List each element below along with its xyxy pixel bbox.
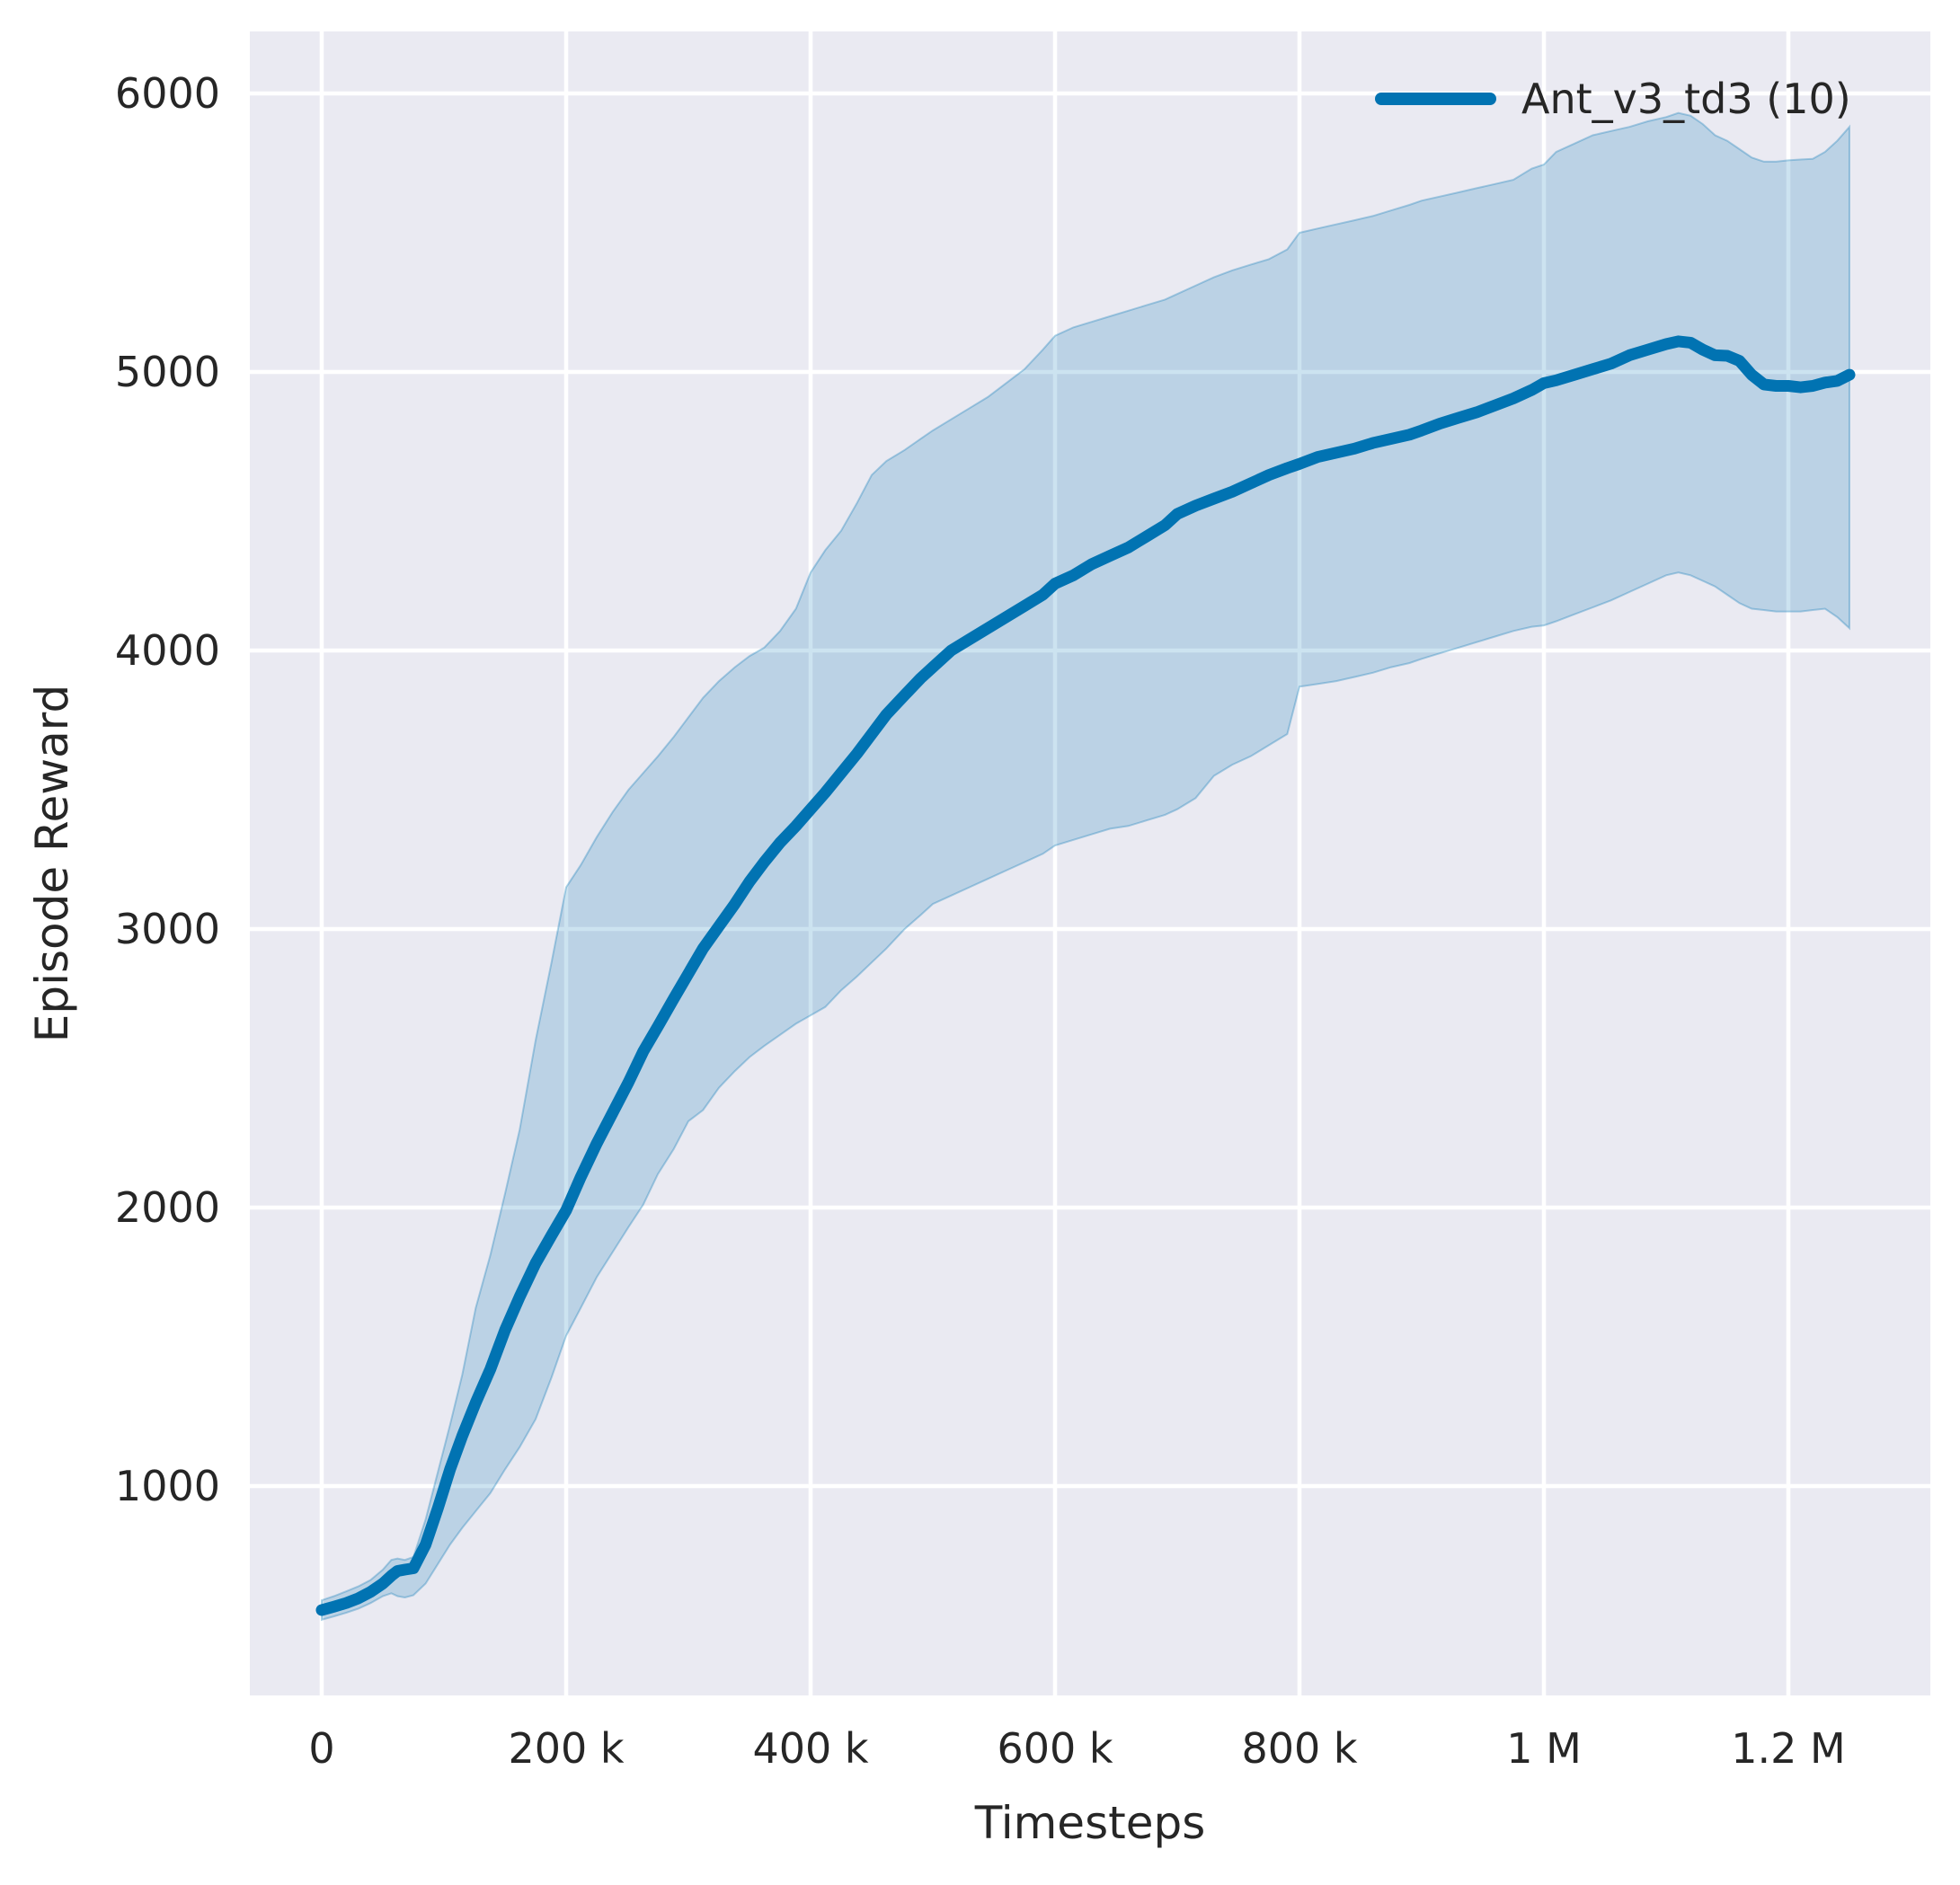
y-tick-label: 1000 xyxy=(115,1462,220,1510)
confidence-band-region xyxy=(321,111,1850,1622)
gridlines xyxy=(250,31,1930,1695)
x-tick-labels: 0 200 k 400 k 600 k 800 k 1 M 1.2 M xyxy=(308,1724,1845,1773)
plot-area xyxy=(250,31,1930,1695)
x-tick-label: 0 xyxy=(308,1724,334,1773)
legend-label: Ant_v3_td3 (10) xyxy=(1521,75,1851,123)
x-tick-label: 1 M xyxy=(1506,1724,1582,1773)
x-tick-label: 400 k xyxy=(752,1724,868,1773)
x-tick-label: 800 k xyxy=(1241,1724,1357,1773)
data-lines xyxy=(315,335,1856,1616)
confidence-band xyxy=(321,111,1850,1622)
y-tick-label: 4000 xyxy=(115,626,220,675)
mean-reward-line xyxy=(315,335,1856,1616)
y-axis-label: Episode Reward xyxy=(26,685,78,1042)
y-tick-label: 3000 xyxy=(115,905,220,953)
x-axis-label: Timesteps xyxy=(974,1797,1206,1849)
x-tick-label: 1.2 M xyxy=(1731,1724,1845,1773)
x-tick-label: 600 k xyxy=(997,1724,1113,1773)
legend: Ant_v3_td3 (10) xyxy=(1375,75,1851,123)
x-tick-label: 200 k xyxy=(508,1724,624,1773)
y-tick-label: 2000 xyxy=(115,1183,220,1232)
y-tick-labels: 1000 2000 3000 4000 5000 6000 xyxy=(115,69,220,1510)
y-tick-label: 6000 xyxy=(115,69,220,118)
y-tick-label: 5000 xyxy=(115,348,220,396)
